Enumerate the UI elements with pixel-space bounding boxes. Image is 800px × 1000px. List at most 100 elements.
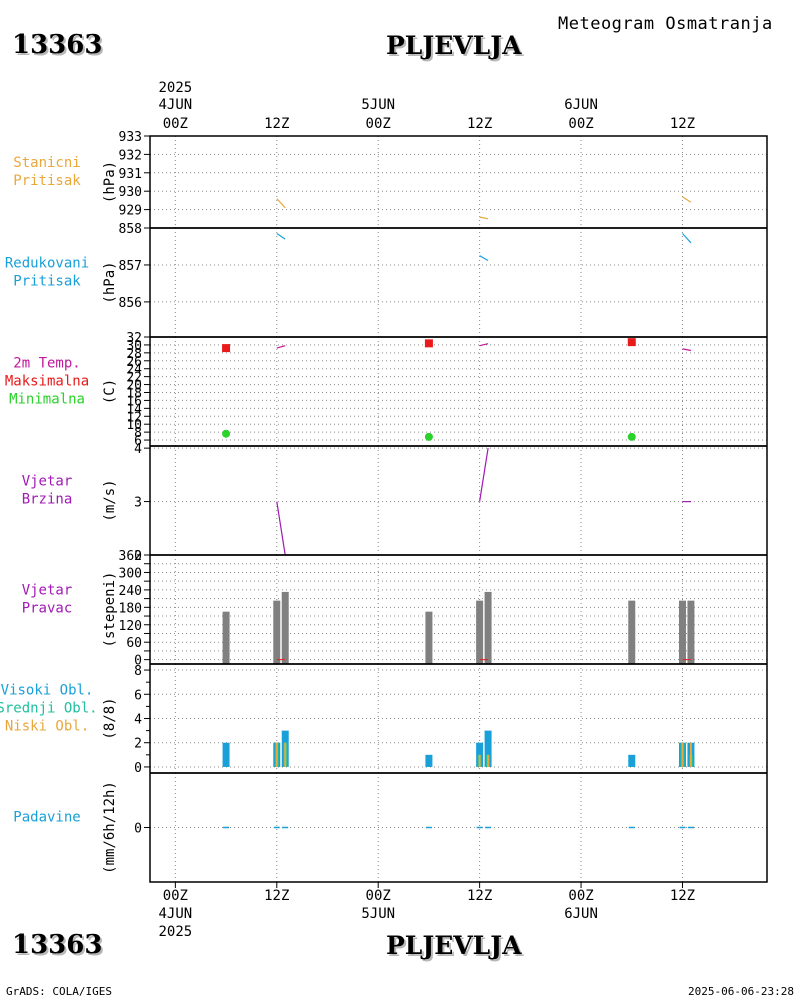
y-tick-label: 180: [119, 601, 142, 616]
wind-direction-bar: [628, 600, 636, 664]
y-axis-label: (hPa): [102, 161, 118, 203]
station-name-top: PLJEVLJA: [386, 31, 522, 60]
y-tick-label: 14: [126, 402, 142, 417]
y-tick-label: 4: [134, 713, 142, 728]
y-tick-label: 932: [119, 148, 142, 163]
series-line: [682, 348, 692, 352]
y-tick-label: 18: [126, 386, 142, 401]
panel-label: 2m Temp.: [13, 356, 80, 372]
top-axis-hour-label: 12Z: [467, 116, 492, 132]
bottom-axis-date: 6JUN: [564, 906, 598, 922]
y-tick-label: 0: [134, 822, 142, 837]
series-line: [479, 255, 489, 262]
panel-label: Vjetar: [22, 474, 73, 490]
low-cloud-bar: [487, 754, 490, 767]
bottom-axis-hour-label: 12Z: [670, 888, 695, 904]
top-axis-date: 4JUN: [158, 97, 192, 113]
series-line: [276, 345, 286, 349]
y-tick-label: 856: [119, 296, 142, 311]
wind-direction-bar: [222, 611, 230, 664]
series-line: [276, 233, 286, 240]
tmax-marker: [222, 344, 231, 353]
panel-label: Niski Obl.: [5, 719, 89, 735]
series-line: [276, 501, 286, 556]
low-cloud-bar: [689, 742, 692, 767]
low-cloud-bar: [478, 754, 481, 767]
top-axis-hour-label: 12Z: [670, 116, 695, 132]
panel-7: 0 (mm/6h/12h) Padavine: [13, 773, 767, 882]
y-tick-label: 26: [126, 355, 142, 370]
panel-label: Srednji Obl.: [0, 701, 98, 717]
bottom-axis-hour-label: 00Z: [163, 888, 188, 904]
top-axis-year: 2025: [158, 80, 192, 96]
top-axis-hour-label: 00Z: [163, 116, 188, 132]
y-tick-label: 929: [119, 204, 142, 219]
y-tick-label: 858: [119, 222, 142, 237]
y-tick-label: 60: [126, 636, 142, 651]
y-axis-label: (C): [102, 379, 118, 404]
y-tick-label: 20: [126, 379, 142, 394]
y-tick-label: 22: [126, 371, 142, 386]
bottom-axis-hour-label: 00Z: [568, 888, 593, 904]
series-line: [682, 196, 692, 203]
high-cloud-bar: [628, 754, 636, 767]
y-tick-label: 28: [126, 347, 142, 362]
y-tick-label: 857: [119, 259, 142, 274]
tmin-marker: [222, 429, 231, 438]
bottom-axis-hour-label: 00Z: [366, 888, 391, 904]
panel-label: Padavine: [13, 810, 80, 826]
panel-label: Stanicni: [13, 155, 80, 171]
y-axis-label: (hPa): [102, 261, 118, 303]
y-tick-label: 12: [126, 410, 142, 425]
y-tick-label: 2: [134, 549, 142, 564]
tmax-marker: [627, 338, 636, 347]
panel-2: 856 857 858 (hPa) Redukovani Pritisak: [5, 222, 767, 337]
wind-direction-bar: [425, 611, 433, 664]
y-tick-label: 6: [134, 688, 142, 703]
low-cloud-bar: [681, 742, 684, 767]
wind-direction-bar: [687, 600, 695, 664]
footer-credit: GrADS: COLA/IGES: [6, 985, 112, 998]
station-id-top: 13363: [12, 30, 103, 60]
bottom-time-axis: 00Z 4JUN 12Z 00Z 5JUN 12Z 00Z 6JUN 12Z 2025: [158, 882, 695, 940]
panel-label: Brzina: [22, 492, 73, 508]
y-tick-label: 2: [134, 737, 142, 752]
series-line: [479, 216, 489, 220]
y-tick-label: 24: [126, 363, 142, 378]
panel-label: Pritisak: [13, 173, 81, 189]
wind-direction-bar: [678, 600, 686, 664]
panel-4: 2 3 4 (m/s) Vjetar Brzina: [22, 442, 767, 564]
y-tick-label: 0: [134, 761, 142, 776]
y-tick-label: 931: [119, 167, 142, 182]
y-tick-label: 16: [126, 394, 142, 409]
panel-5: 0 60 120 180 240 300 360(stepeni) Vjetar Pravac: [22, 549, 767, 669]
y-tick-label: 32: [126, 331, 142, 346]
series-line: [682, 233, 692, 244]
y-axis-label: (m/s): [102, 479, 118, 521]
wind-direction-bar: [476, 600, 484, 664]
series-line: [479, 343, 489, 347]
panel-label: Redukovani: [5, 256, 89, 272]
y-tick-label: 930: [119, 185, 142, 200]
panel-6: 0 2 4 6 8 (8/8) Visoki Obl. Srednji Obl. Niski O…: [0, 664, 767, 776]
panel-label: Maksimalna: [5, 374, 89, 390]
top-axis-hour-label: 00Z: [366, 116, 391, 132]
station-id-bottom: 13363: [12, 930, 103, 960]
panel-label: Pritisak: [13, 274, 81, 290]
bottom-axis-hour-label: 12Z: [264, 888, 289, 904]
y-axis-label: (stepeni): [102, 572, 118, 648]
y-tick-label: 300: [119, 566, 142, 581]
top-axis-date: 5JUN: [361, 97, 395, 113]
panel-label: Vjetar: [22, 583, 73, 599]
high-cloud-bar: [222, 742, 230, 767]
y-tick-label: 8: [134, 426, 142, 441]
y-axis-label: (mm/6h/12h): [102, 781, 118, 874]
panel-label: Visoki Obl.: [1, 683, 94, 699]
y-tick-label: 6: [134, 434, 142, 449]
y-tick-label: 30: [126, 339, 142, 354]
y-tick-label: 240: [119, 584, 142, 599]
bottom-axis-date: 4JUN: [158, 906, 192, 922]
